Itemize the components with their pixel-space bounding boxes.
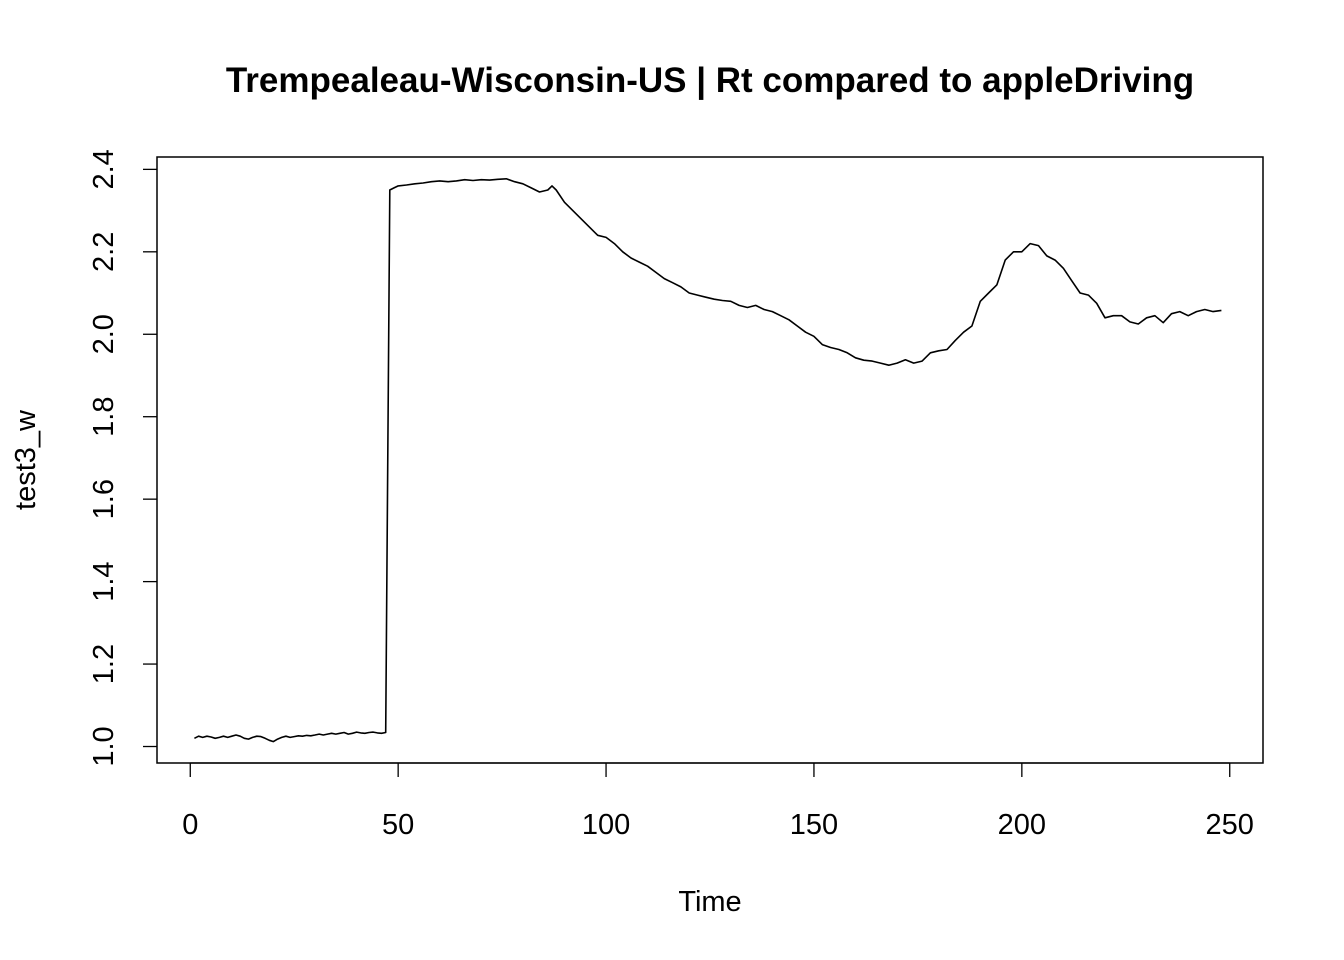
x-tick-label: 50 — [382, 809, 414, 841]
y-tick-label: 1.4 — [88, 561, 120, 601]
y-tick-label: 1.2 — [88, 644, 120, 684]
x-tick-label: 200 — [998, 809, 1046, 841]
chart-title: Trempealeau-Wisconsin-US | Rt compared t… — [226, 61, 1194, 100]
x-tick-label: 150 — [790, 809, 838, 841]
y-tick-label: 1.8 — [88, 397, 120, 437]
y-tick-label: 1.0 — [88, 726, 120, 766]
x-tick-label: 250 — [1206, 809, 1254, 841]
y-axis-label: test3_w — [10, 409, 42, 510]
x-tick-label: 0 — [182, 809, 198, 841]
y-tick-label: 2.4 — [88, 149, 120, 189]
x-tick-label: 100 — [582, 809, 630, 841]
x-axis-label: Time — [678, 886, 741, 918]
y-tick-label: 2.0 — [88, 314, 120, 354]
plot-area-border — [156, 156, 1264, 764]
y-tick-label: 2.2 — [88, 232, 120, 272]
series-line — [194, 178, 1222, 743]
y-axis: 1.0 1.2 1.4 1.6 1.8 2.0 2.2 2.4 — [88, 149, 157, 767]
y-tick-label: 1.6 — [88, 479, 120, 519]
x-axis: 0 50 100 150 200 250 — [182, 762, 1254, 841]
